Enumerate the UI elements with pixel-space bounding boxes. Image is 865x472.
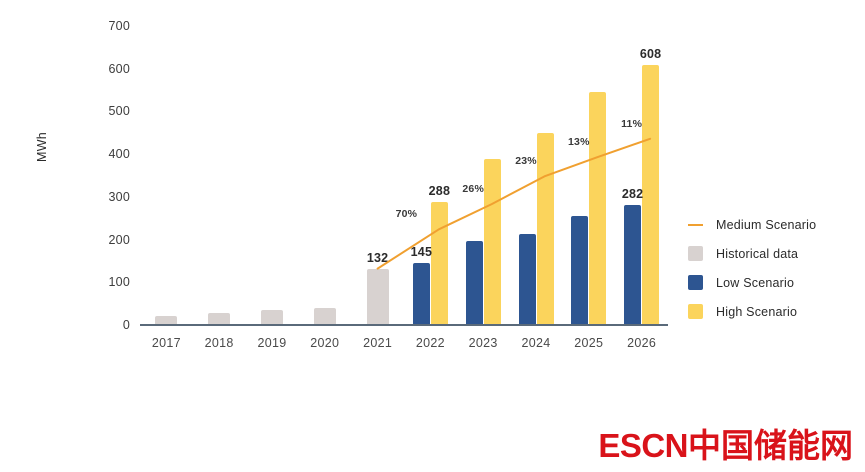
legend-item-label: High Scenario [716,304,798,319]
bar-value-label-high-2022: 288 [428,183,451,198]
x-axis-tick-label: 2025 [574,336,604,350]
x-axis-tick-label: 2017 [151,336,181,350]
y-axis-tick-label: 500 [108,104,130,119]
escn-watermark: ESCN中国储能网 [598,429,853,462]
bar-historical-2020 [313,307,336,325]
bar-value-label-low-2022: 145 [410,245,433,260]
legend-item-label: Medium Scenario [716,217,817,232]
bar-low-2025 [571,215,589,325]
legend-square-icon [688,246,703,261]
x-axis-tick-label: 2026 [627,336,657,350]
bar-high-2023 [483,159,501,325]
watermark-latin: ESCN [598,427,688,464]
x-axis-tick-label: 2018 [204,336,234,350]
y-axis-title: MWh [35,131,49,162]
growth-label-2026: 11% [621,117,643,130]
legend-item-historical-data[interactable]: Historical data [688,239,858,268]
x-axis-line [140,324,668,326]
bar-low-2024 [518,233,536,325]
bar-high-2026 [642,65,660,325]
x-axis-tick-label: 2024 [521,336,551,350]
y-axis-tick-label: 0 [122,318,130,332]
legend-item-medium-scenario[interactable]: Medium Scenario [688,210,858,239]
x-axis-tick-label: 2019 [257,336,287,350]
x-axis-ticks: 2017 2018 2019 2020 2021 2022 2023 2024 2025 2026 [140,336,670,358]
growth-label-2023: 26% [462,183,484,196]
y-axis-tick-label: 100 [108,275,130,290]
bar-value-label-low-2026: 282 [621,186,644,201]
legend-item-high-scenario[interactable]: High Scenario [688,297,858,326]
legend-line-icon [688,217,703,232]
legend-item-label: Historical data [716,246,799,261]
x-axis-tick-label: 2020 [310,336,340,350]
y-axis-tick-label: 400 [108,147,130,162]
y-axis-ticks: 700 600 500 400 300 200 100 0 [84,0,130,400]
bar-historical-2018 [208,313,231,325]
bar-historical-2021 [366,268,389,325]
legend-item-low-scenario[interactable]: Low Scenario [688,268,858,297]
x-axis-tick-label: 2022 [415,336,445,350]
growth-label-2024: 23% [515,155,537,168]
bar-high-2024 [536,132,554,325]
growth-label-2025: 13% [567,136,590,149]
bar-low-2026 [624,204,642,325]
plot-area: 132 145 288 282 608 [140,20,670,325]
legend-square-icon [688,275,703,290]
chart-figure: MWh 700 600 500 400 300 200 100 0 132 145 288 282 6… [35,0,670,400]
bar-high-2022 [430,201,448,325]
bar-historical-2017 [155,315,178,325]
bar-low-2023 [465,241,483,325]
x-axis-tick-label: 2023 [468,336,498,350]
legend-item-label: Low Scenario [716,275,795,290]
y-axis-tick-label: 600 [108,61,130,76]
y-axis-tick-label: 200 [108,232,130,247]
bar-value-label-historical-2021: 132 [366,250,389,265]
bar-high-2025 [589,91,607,325]
watermark-chinese: 中国储能网 [688,427,853,464]
y-axis-tick-label: 300 [108,189,130,204]
bar-low-2022 [412,263,430,325]
bar-historical-2019 [261,310,283,325]
legend-square-icon [688,304,703,319]
chart-legend: Medium Scenario Historical data Low Scenar… [688,210,858,326]
bar-value-label-high-2026: 608 [639,47,662,62]
growth-label-2022: 70% [395,208,418,221]
y-axis-tick-label: 700 [108,19,130,33]
x-axis-tick-label: 2021 [363,336,393,350]
